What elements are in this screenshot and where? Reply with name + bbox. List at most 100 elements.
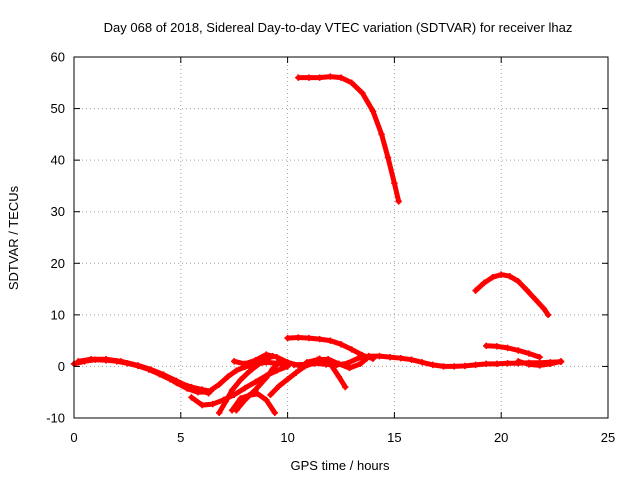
x-tick-label: 20 <box>494 430 508 445</box>
data-point <box>87 356 95 363</box>
series-line <box>295 74 402 204</box>
data-point <box>429 361 437 369</box>
data-point <box>363 355 370 362</box>
data-point <box>335 373 343 380</box>
series-arc-16 <box>483 342 543 361</box>
data-point <box>386 353 394 361</box>
data-point <box>493 360 501 368</box>
x-tick-label: 10 <box>280 430 294 445</box>
data-point <box>547 360 554 368</box>
data-point <box>418 359 426 366</box>
data-point <box>472 361 479 369</box>
data-point <box>440 363 447 370</box>
data-point <box>273 367 281 374</box>
y-tick-label: 60 <box>51 50 65 65</box>
data-point <box>216 409 223 417</box>
series-line <box>229 391 278 416</box>
data-point <box>515 358 522 365</box>
data-point <box>295 74 302 81</box>
data-point <box>536 353 543 361</box>
data-point <box>316 335 323 343</box>
data-point <box>173 379 180 387</box>
series-line <box>483 343 543 360</box>
data-point <box>237 395 244 402</box>
data-point <box>369 107 377 115</box>
chart-title: Day 068 of 2018, Sidereal Day-to-day VTE… <box>104 20 573 35</box>
data-point <box>209 400 217 408</box>
data-point <box>233 367 240 374</box>
data-point <box>117 358 125 365</box>
y-tick-label: 20 <box>51 256 65 271</box>
data-point <box>290 361 298 369</box>
data-point <box>241 384 249 392</box>
data-point <box>263 396 270 404</box>
x-tick-label: 0 <box>70 430 77 445</box>
series-arc-17 <box>515 358 565 369</box>
data-point <box>359 89 366 97</box>
data-point <box>254 390 261 397</box>
data-point <box>472 287 479 294</box>
data-point <box>292 369 300 376</box>
data-point <box>378 131 385 138</box>
data-point <box>395 198 402 205</box>
y-axis-label: SDTVAR / TECUs <box>6 185 21 290</box>
data-point <box>102 356 110 363</box>
data-point <box>357 360 364 368</box>
data-point <box>391 180 398 187</box>
data-point <box>515 347 522 354</box>
data-point <box>205 388 212 395</box>
y-tick-label: -10 <box>46 411 65 426</box>
data-point <box>359 351 366 359</box>
data-point <box>245 368 253 375</box>
data-point <box>224 373 231 380</box>
data-point <box>188 394 195 401</box>
data-point <box>228 407 236 414</box>
data-point <box>295 334 302 341</box>
data-point <box>316 74 323 81</box>
x-tick-label: 25 <box>601 430 615 445</box>
data-point <box>515 278 522 285</box>
data-point <box>525 361 533 368</box>
axis-ticks: 0 5 10 15 20 25 -10 0 10 20 30 40 50 60 <box>46 50 615 446</box>
data-point <box>284 376 291 383</box>
data-point <box>231 358 238 365</box>
data-point <box>525 350 533 357</box>
data-point <box>376 352 383 360</box>
series-arc-15 <box>472 271 552 319</box>
y-tick-label: 30 <box>51 204 65 219</box>
data-point <box>327 73 334 80</box>
data-point <box>228 386 236 394</box>
data-point <box>254 361 261 369</box>
data-point <box>263 351 270 358</box>
data-point <box>245 392 253 399</box>
data-point <box>269 365 276 373</box>
x-tick-label: 5 <box>177 430 184 445</box>
data-point <box>348 346 355 353</box>
data-point <box>267 391 274 398</box>
data-point <box>305 74 313 81</box>
data-point <box>284 334 291 342</box>
data-point <box>451 363 458 370</box>
y-tick-label: 40 <box>51 153 65 168</box>
series-line <box>233 359 282 413</box>
data-point <box>346 364 353 372</box>
data-point <box>342 383 349 391</box>
data-point <box>184 385 191 392</box>
plot-frame <box>73 56 609 419</box>
series-arc-14 <box>295 73 402 205</box>
data-point <box>532 296 539 303</box>
data-point <box>489 274 496 281</box>
data-point <box>303 359 311 366</box>
data-point <box>337 74 345 81</box>
data-point <box>483 360 490 368</box>
series-arc-13 <box>303 355 370 372</box>
data-point <box>194 389 202 396</box>
data-point <box>252 378 259 386</box>
data-point <box>273 353 281 361</box>
data-point <box>335 360 343 368</box>
data-series-group <box>70 73 565 417</box>
data-point <box>493 343 501 350</box>
data-point <box>498 271 505 278</box>
data-point <box>198 401 206 409</box>
